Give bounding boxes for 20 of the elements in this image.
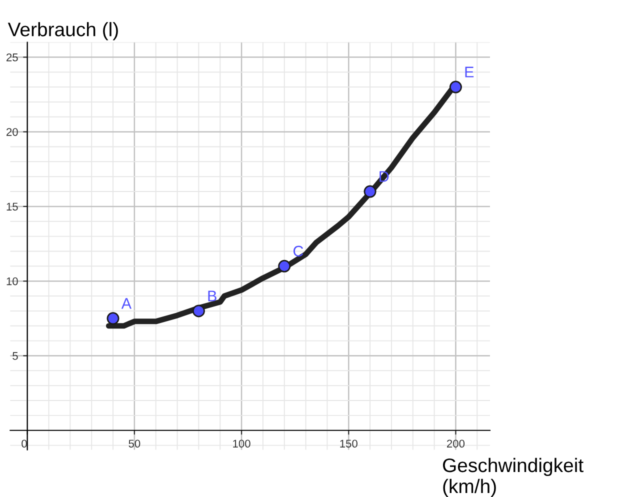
- y-axis-title: Verbrauch (l): [8, 22, 118, 40]
- point: [106, 312, 120, 325]
- annotation: B: [208, 290, 216, 302]
- annotation: C: [293, 246, 304, 257]
- point: [192, 304, 205, 318]
- y-tick-label: 10: [6, 277, 18, 286]
- x-tick-label: 150: [340, 440, 358, 448]
- y-tick-label: 15: [6, 202, 18, 211]
- annotation: A: [121, 298, 132, 309]
- x-axis-title: Geschwindigkeit (km/h): [442, 458, 584, 497]
- point: [449, 80, 462, 94]
- point: [364, 185, 376, 198]
- point: [278, 260, 291, 272]
- x-tick-label: 200: [447, 440, 465, 448]
- y-tick-label: 5: [12, 352, 18, 360]
- annotation: E: [465, 66, 474, 78]
- y-tick-label: 25: [6, 53, 18, 62]
- x-tick-label: 100: [233, 440, 250, 448]
- y-tick-label: 20: [6, 128, 18, 136]
- x-tick-label: 50: [128, 440, 140, 448]
